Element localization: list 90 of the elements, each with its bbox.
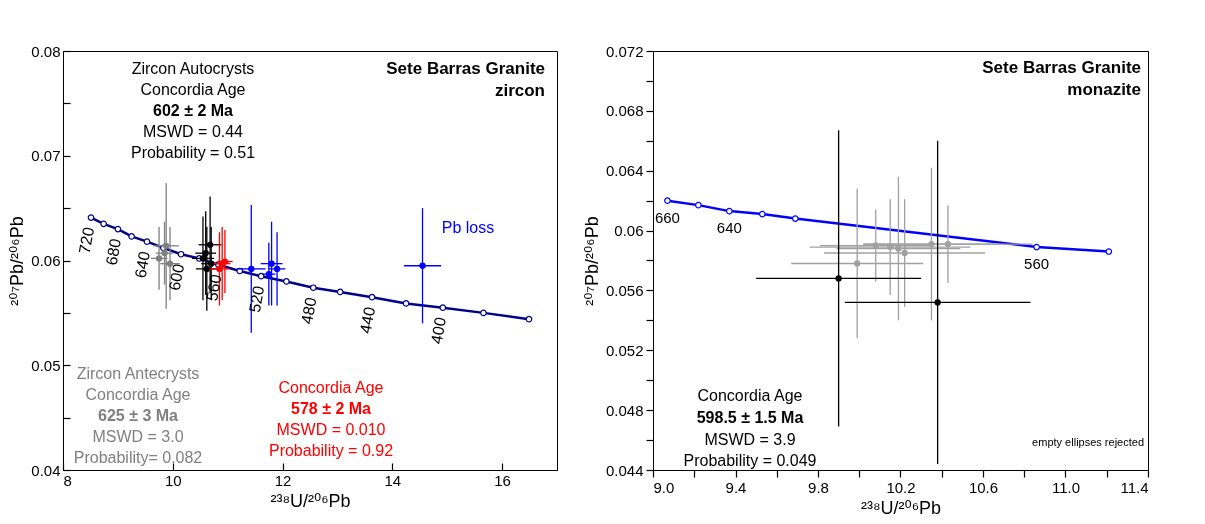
x-tick-label: 8: [63, 471, 72, 489]
point: [199, 255, 207, 262]
y-tick-label: 0.068: [605, 102, 644, 120]
x-tick-label: 11.4: [1120, 478, 1149, 496]
annotation: 560: [203, 272, 225, 303]
x-tick-label: 12: [274, 471, 292, 489]
y-tick-label: 0.052: [605, 341, 644, 359]
annotation: MSWD = 0.44: [142, 123, 244, 140]
point: [203, 265, 210, 273]
y-tick-label: 0.06: [614, 222, 644, 240]
y-axis-title: ²⁰⁷Pb/²⁰⁶Pb: [7, 216, 28, 306]
annotation: 560: [1024, 255, 1050, 273]
x-tick-label: 16: [494, 471, 511, 489]
x-axis-title: ²³⁸U/²⁰⁶Pb: [270, 490, 351, 511]
x-tick-label: 10.6: [968, 478, 999, 496]
y-tick-label: 0.064: [605, 162, 644, 180]
point: [336, 288, 344, 296]
y-tick-label: 0.05: [31, 356, 61, 374]
y-tick-label: 0.06: [31, 252, 61, 269]
annotation: 602 ± 2 Ma: [153, 102, 234, 119]
point: [368, 293, 376, 301]
annotation: Zircon Autocrysts: [131, 60, 255, 77]
point: [100, 220, 107, 228]
x-tick-label: 14: [384, 471, 402, 489]
annotation: 600: [165, 262, 188, 292]
annotation: 625 ± 3 Ma: [98, 407, 179, 424]
point: [202, 250, 209, 257]
annotation: 400: [427, 315, 449, 346]
point: [273, 265, 281, 273]
x-tick-label: 10.2: [886, 478, 916, 496]
point: [177, 250, 185, 258]
annotation: 480: [298, 295, 320, 326]
annotation: Probability = 0.51: [130, 144, 256, 161]
y-tick-label: 0.04: [31, 461, 61, 479]
point: [114, 225, 122, 233]
annotation: 440: [356, 305, 379, 335]
point: [87, 214, 95, 221]
point: [155, 255, 163, 262]
annotation: Concordia Age: [278, 379, 384, 396]
y-axis-title: ²⁰⁷Pb/²⁰⁶Pb: [581, 216, 602, 306]
y-tick-label: 0.056: [605, 281, 644, 299]
y-tick-label: 0.08: [31, 42, 61, 60]
point: [283, 278, 290, 285]
point: [480, 309, 487, 317]
annotation: Probability = 0.049: [683, 452, 817, 469]
point: [208, 260, 215, 267]
annotation: Zircon Antecrysts: [76, 365, 200, 382]
annotation: 520: [245, 284, 268, 314]
annotation: 598.5 ± 1.5 Ma: [696, 409, 804, 426]
annotation: Probability= 0.082: [73, 449, 203, 466]
annotation: 660: [654, 208, 680, 226]
x-tick-label: 9.0: [653, 478, 675, 496]
point: [257, 272, 265, 280]
point: [402, 300, 410, 307]
annotation: Concordia Age: [697, 387, 803, 404]
x-tick-label: 9.8: [808, 478, 829, 496]
annotation: MSWD = 3.9: [704, 431, 796, 448]
point: [248, 265, 255, 273]
x-tick-label: 10: [164, 471, 182, 489]
annotation: Pb loss: [441, 219, 495, 236]
y-tick-label: 0.07: [31, 147, 61, 165]
text: Sete Barras Granite zircon: [386, 59, 545, 100]
point: [419, 262, 426, 269]
annotation: 680: [102, 237, 125, 267]
y-tick-label: 0.044: [605, 461, 644, 479]
annotation: 578 ± 2 Ma: [291, 400, 372, 417]
x-axis-title: ²³⁸U/²⁰⁶Pb: [860, 497, 942, 518]
y-tick-label: 0.048: [605, 401, 644, 419]
annotation: MSWD = 0.010: [276, 421, 386, 438]
annotation: 640: [716, 219, 742, 237]
point: [439, 304, 447, 311]
y-tick-label: 0.072: [605, 42, 644, 60]
annotation: empty ellipses rejected: [1032, 436, 1144, 448]
annotation: Concordia Age: [140, 81, 246, 98]
annotation: 720: [75, 225, 98, 256]
point: [525, 315, 533, 323]
annotation: 640: [131, 249, 154, 280]
x-tick-label: 11.0: [1051, 478, 1081, 496]
point: [143, 238, 151, 245]
point: [161, 250, 168, 257]
annotation: Probability = 0.92: [268, 442, 394, 459]
point: [206, 241, 214, 248]
x-tick-label: 9.4: [725, 478, 747, 496]
point: [128, 233, 135, 240]
point: [268, 260, 275, 267]
text: Sete Barras Granite monazite: [982, 58, 1141, 99]
annotation: MSWD = 3.0: [92, 428, 184, 445]
point: [265, 270, 272, 278]
point: [309, 284, 317, 292]
annotation: Concordia Age: [85, 386, 191, 403]
